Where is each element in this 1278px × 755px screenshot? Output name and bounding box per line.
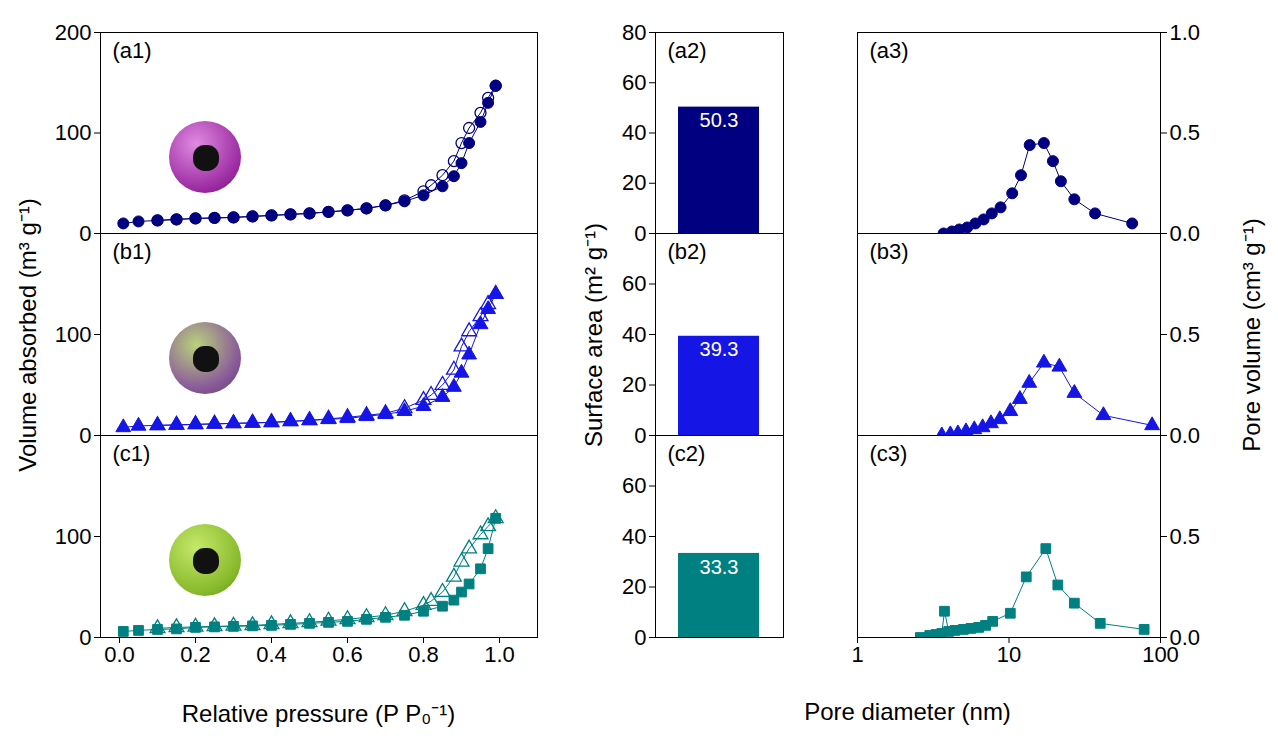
svg-text:200: 200: [55, 20, 92, 45]
svg-text:20: 20: [622, 574, 646, 599]
svg-text:(a2): (a2): [668, 38, 707, 63]
svg-text:1: 1: [851, 642, 863, 667]
html-text:Pore diameter (nm): Pore diameter (nm): [804, 698, 1011, 725]
html-text:Relative pressure (P P₀⁻¹): Relative pressure (P P₀⁻¹): [181, 699, 456, 727]
svg-text:40: 40: [622, 322, 646, 347]
svg-text:0.5: 0.5: [1170, 524, 1201, 549]
svg-text:1.0: 1.0: [1170, 20, 1201, 45]
svg-text:80: 80: [622, 20, 646, 45]
html-text:Pore volume (cm³ g⁻¹): Pore volume (cm³ g⁻¹): [1237, 217, 1265, 452]
svg-text:0.5: 0.5: [1170, 120, 1201, 145]
svg-text:39.3: 39.3: [700, 338, 739, 360]
svg-text:20: 20: [622, 170, 646, 195]
svg-text:(b2): (b2): [668, 239, 707, 264]
html-text:Surface area (m² g⁻¹): Surface area (m² g⁻¹): [579, 222, 607, 447]
svg-text:0: 0: [79, 625, 91, 650]
svg-text:33.3: 33.3: [700, 556, 739, 578]
html-text:Volume absorbed (m³ g⁻¹): Volume absorbed (m³ g⁻¹): [13, 197, 41, 472]
svg-text:20: 20: [622, 372, 646, 397]
svg-text:0: 0: [634, 221, 646, 246]
svg-text:0.4: 0.4: [256, 642, 287, 667]
svg-text:0.2: 0.2: [180, 642, 211, 667]
svg-text:0: 0: [79, 221, 91, 246]
svg-text:100: 100: [1142, 642, 1179, 667]
svg-text:0.0: 0.0: [1170, 221, 1201, 246]
svg-text:60: 60: [622, 271, 646, 296]
svg-text:1.0: 1.0: [484, 642, 515, 667]
svg-text:(b3): (b3): [870, 239, 909, 264]
svg-text:40: 40: [622, 120, 646, 145]
svg-text:100: 100: [55, 524, 92, 549]
svg-text:0.0: 0.0: [1170, 423, 1201, 448]
svg-text:10: 10: [997, 642, 1021, 667]
svg-text:(c1): (c1): [113, 441, 151, 466]
svg-text:60: 60: [622, 70, 646, 95]
svg-text:0: 0: [79, 423, 91, 448]
svg-text:(c2): (c2): [668, 441, 706, 466]
svg-text:100: 100: [55, 120, 92, 145]
svg-text:(b1): (b1): [113, 239, 152, 264]
svg-text:(a3): (a3): [870, 38, 909, 63]
svg-text:(a1): (a1): [113, 38, 152, 63]
svg-text:50.3: 50.3: [700, 109, 739, 131]
svg-text:0.8: 0.8: [408, 642, 439, 667]
svg-text:0: 0: [634, 625, 646, 650]
svg-text:100: 100: [55, 322, 92, 347]
svg-text:0.0: 0.0: [1169, 624, 1201, 650]
svg-text:40: 40: [622, 524, 646, 549]
svg-text:0.6: 0.6: [332, 642, 363, 667]
svg-text:(c3): (c3): [870, 441, 908, 466]
svg-text:0.5: 0.5: [1170, 322, 1201, 347]
svg-text:0: 0: [634, 423, 646, 448]
svg-text:60: 60: [622, 473, 646, 498]
svg-text:0.0: 0.0: [104, 642, 135, 667]
